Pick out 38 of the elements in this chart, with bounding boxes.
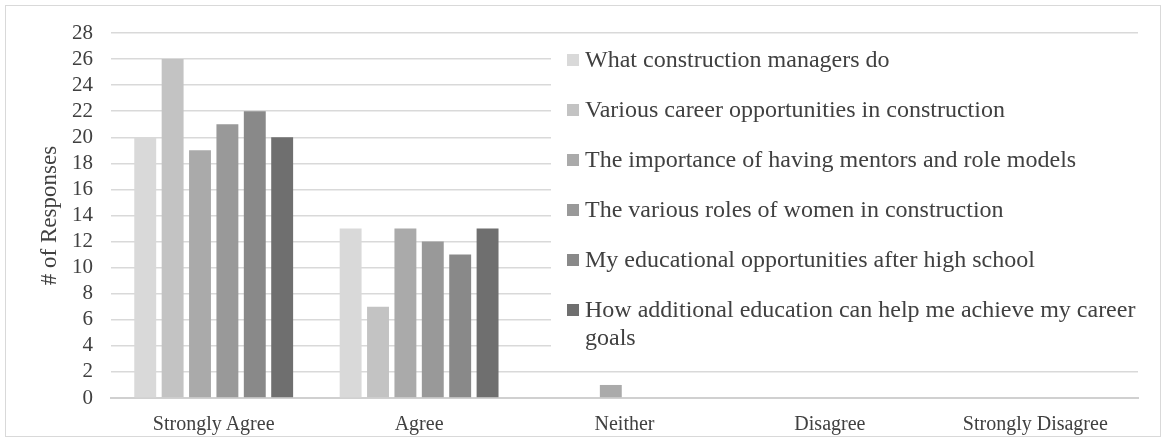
bar	[161, 59, 184, 398]
legend-label: How additional education can help me achieve my career goals	[585, 296, 1136, 350]
bar	[367, 306, 389, 398]
y-axis-title: # of Responses	[35, 145, 61, 286]
y-tick-label: 24	[72, 71, 94, 96]
y-tick-label: 10	[72, 254, 93, 279]
bar	[421, 241, 444, 398]
bar	[243, 111, 266, 398]
y-tick-label: 8	[82, 280, 93, 305]
y-tick-label: 6	[82, 306, 93, 331]
y-tick-label: 18	[72, 149, 93, 174]
bar	[599, 384, 622, 398]
y-tick-label: 0	[82, 384, 93, 409]
x-tick-label: Neither	[594, 412, 655, 435]
bar	[449, 254, 472, 398]
bar	[476, 228, 499, 398]
legend-label: My educational opportunities after high school	[585, 246, 1035, 272]
y-tick-label: 22	[72, 97, 93, 122]
y-tick-label: 16	[72, 175, 93, 200]
x-tick-label: Disagree	[794, 412, 866, 436]
legend-label: The various roles of women in construction	[585, 196, 1004, 222]
bar	[271, 137, 294, 398]
legend-label: What construction managers do	[585, 46, 890, 72]
y-tick-label: 20	[72, 123, 93, 148]
bar	[216, 124, 239, 398]
x-tick-label: Agree	[394, 412, 444, 436]
y-tick-label: 26	[72, 45, 93, 70]
legend-label: The importance of having mentors and role models	[585, 146, 1077, 172]
y-tick-label: 4	[82, 332, 94, 357]
y-tick-label: 12	[72, 228, 93, 253]
bar	[394, 228, 417, 398]
y-tick-label: 2	[82, 358, 93, 383]
y-tick-label: 28	[72, 19, 93, 44]
x-tick-label: Strongly Disagree	[962, 412, 1108, 436]
y-tick-label: 14	[72, 202, 94, 227]
legend-label: Various career opportunities in construction	[585, 96, 1005, 122]
x-tick-label: Strongly Agree	[152, 412, 275, 436]
bar	[189, 150, 211, 398]
